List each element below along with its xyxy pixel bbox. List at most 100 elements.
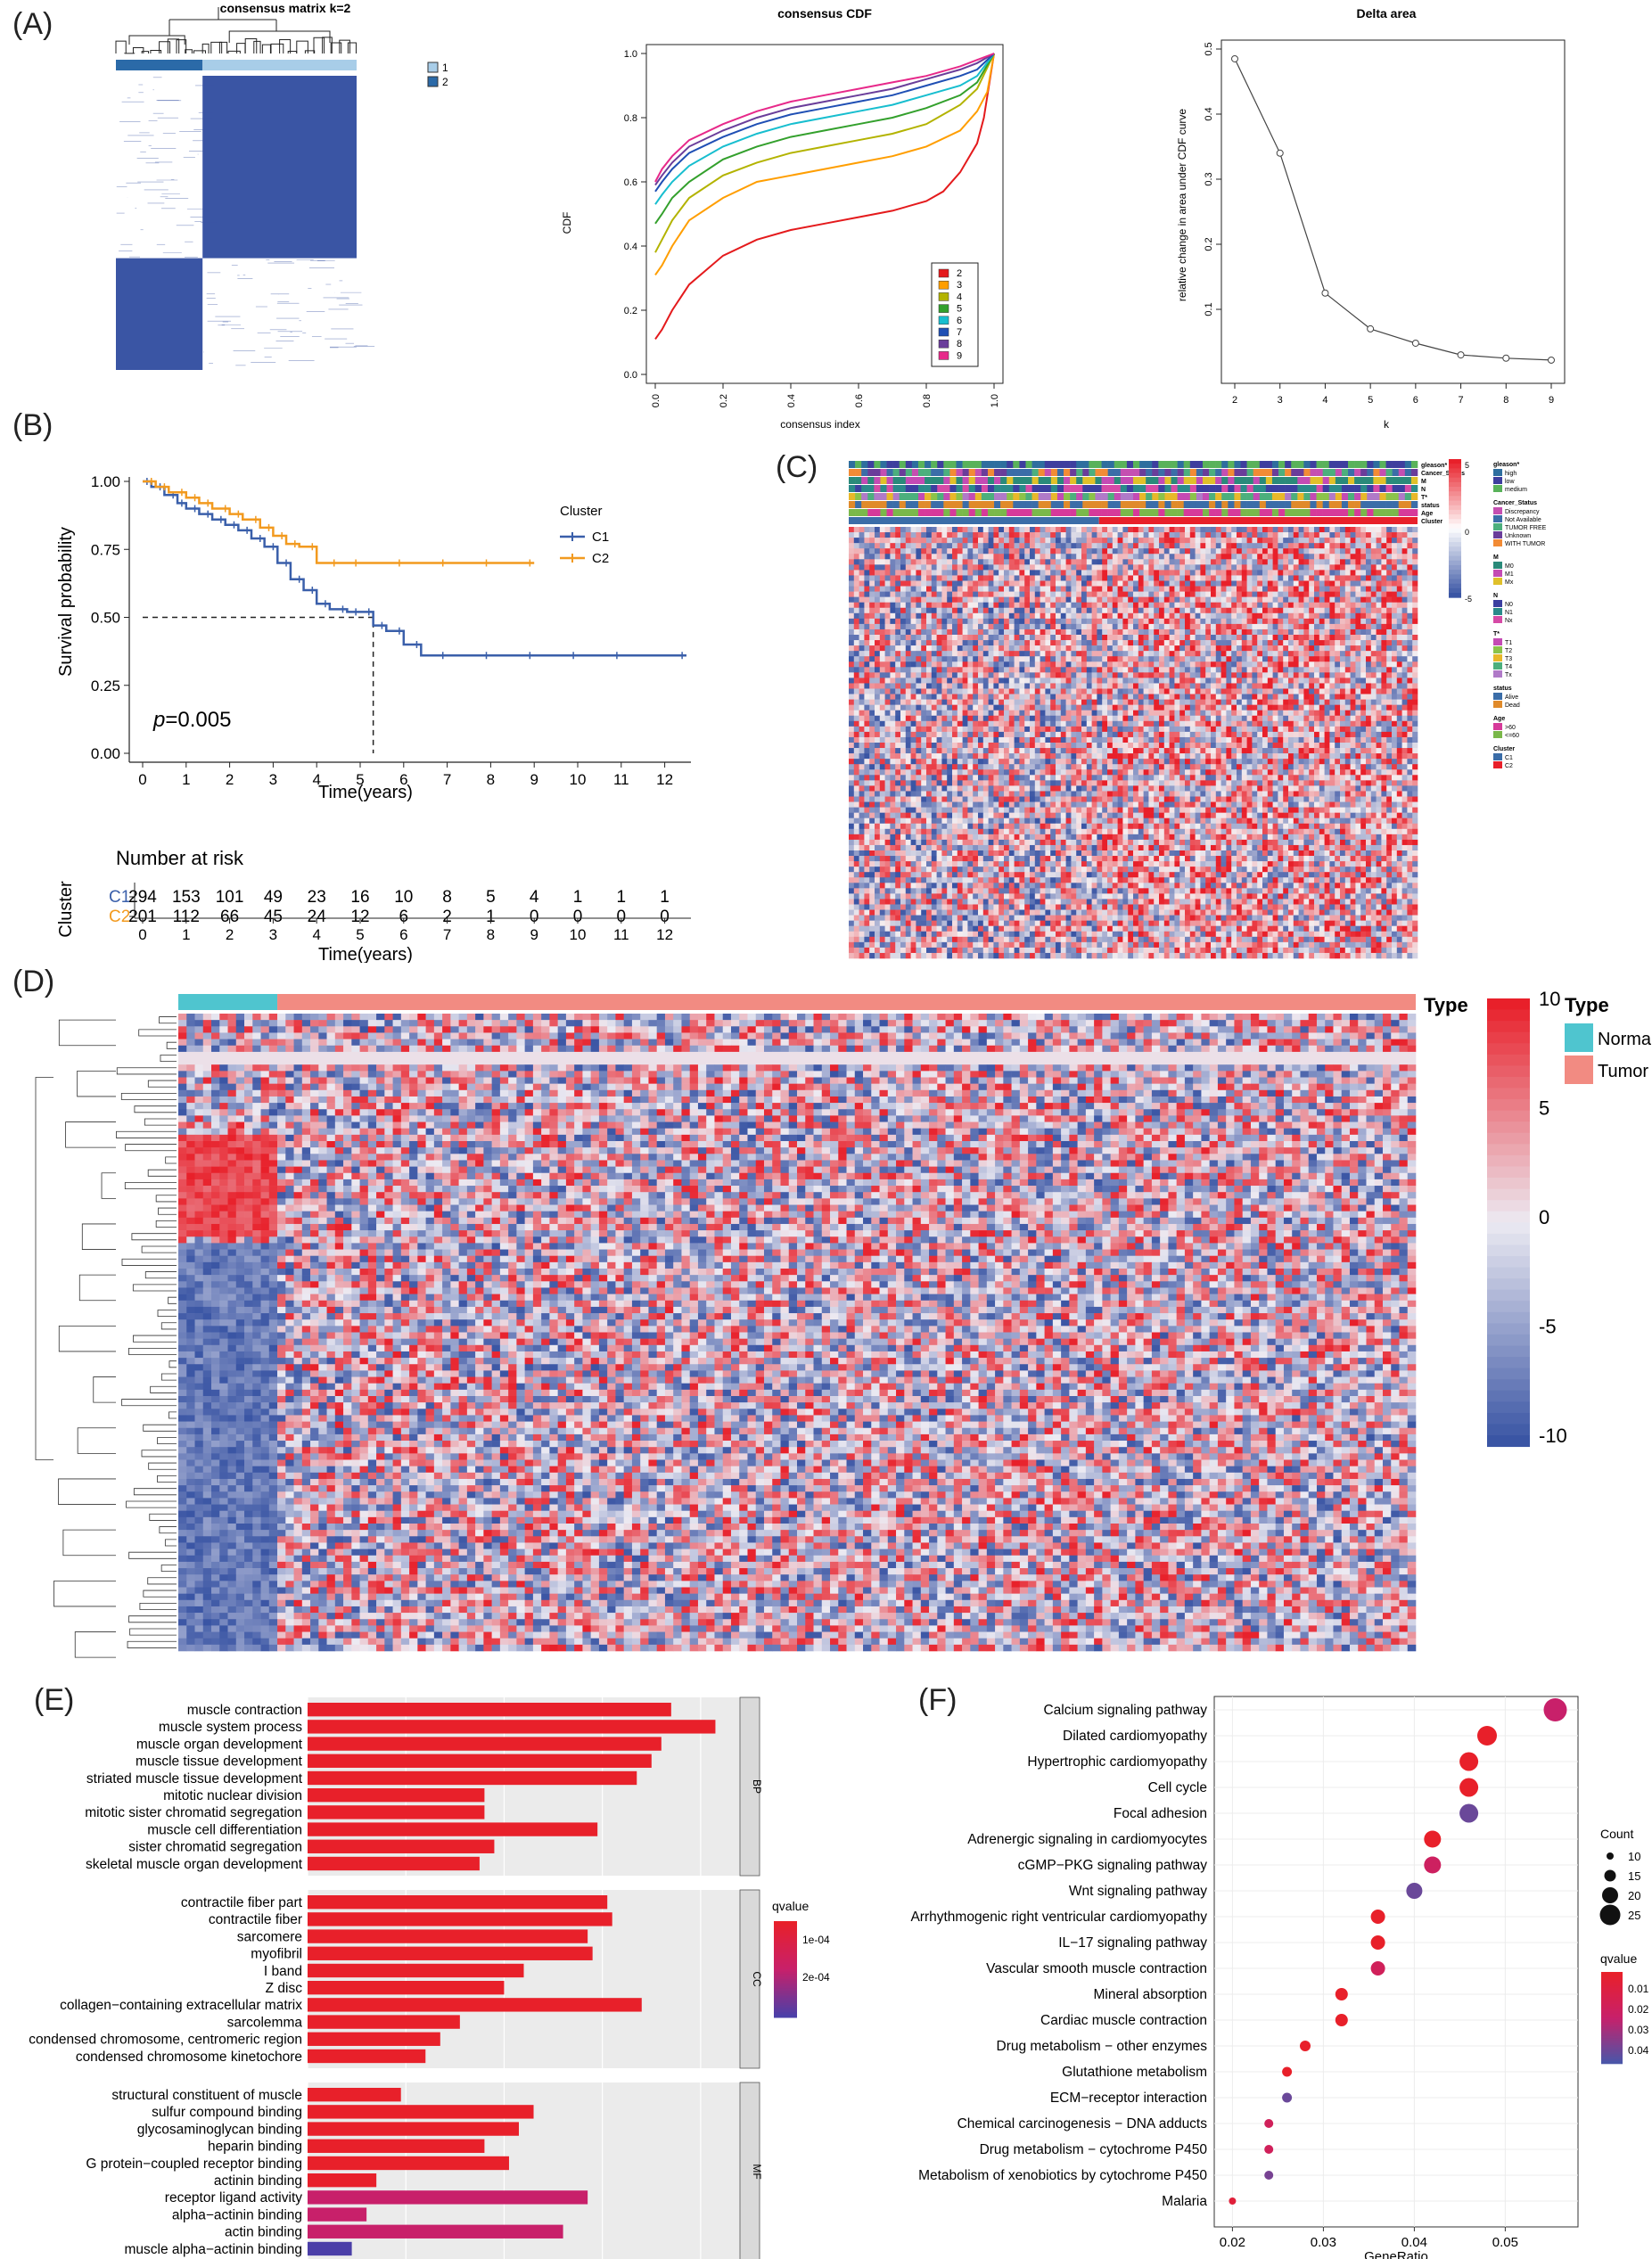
heatmap-cell [895,527,901,533]
heatmap-cell [1360,548,1367,554]
matrix-block-1 [202,76,357,259]
annotation-cell [1316,509,1323,516]
heatmap-cell [1366,538,1372,544]
heatmap-cell [900,591,907,597]
heatmap-cell [905,715,911,722]
heatmap-cell [967,564,974,571]
heatmap-cell [869,661,875,668]
annotation-cell [1158,501,1165,508]
annotation-cell [1164,501,1171,508]
heatmap-cell [1412,570,1418,576]
heatmap-cell [1014,623,1020,630]
annotation-cell [937,509,944,516]
heatmap-cell [849,661,855,668]
annotation-cell [1354,461,1361,468]
heatmap-cell [1211,699,1217,705]
heatmap-cell [1298,532,1304,538]
heatmap-cell [936,656,942,662]
heatmap-cell [999,656,1005,662]
heatmap-cell [957,612,963,620]
km-censor-mark [330,559,338,567]
annotation-cell [1164,509,1171,516]
heatmap-cell [1034,678,1040,684]
heatmap-cell [1045,612,1051,620]
heatmap-cell [1030,548,1036,554]
heatmap-cell [1091,694,1097,700]
heatmap-cell [1237,623,1243,630]
heatmap-cell [1272,570,1278,576]
heatmap-cell [1040,548,1046,554]
heatmap-cell [910,543,916,549]
heatmap-cell [1195,575,1201,581]
heatmap-cell [1040,628,1046,636]
heatmap-cell [931,538,937,544]
heatmap-cell [1060,715,1066,722]
heatmap-cell [905,548,911,554]
heatmap-cell [1226,575,1232,581]
heatmap-cell [1117,715,1123,722]
heatmap-cell [1174,699,1180,705]
heatmap-cell [1283,715,1289,722]
heatmap-cell [957,661,963,668]
heatmap-cell [1226,602,1232,609]
heatmap-cell [859,623,865,630]
heatmap-cell [884,699,891,705]
annotation-cell [968,485,976,492]
heatmap-cell [1045,559,1051,565]
heatmap-cell [1396,548,1402,554]
heatmap-cell [962,688,968,694]
heatmap-cell [1195,559,1201,565]
heatmap-cell [1309,672,1315,678]
heatmap-cell [1226,580,1232,587]
heatmap-cell [1252,635,1258,641]
annotation-cell [1126,493,1134,500]
heatmap-cell [993,607,999,614]
heatmap-cell [1231,640,1237,646]
heatmap-cell [1034,661,1040,668]
heatmap-cell [1179,715,1186,722]
heatmap-cell [982,564,989,571]
heatmap-cell [967,543,974,549]
heatmap-cell [1376,543,1382,549]
heatmap-cell [1257,683,1263,689]
heatmap-cell [1340,672,1346,678]
heatmap-cell [1159,715,1165,722]
heatmap-cell [947,635,953,641]
heatmap-cell [1045,635,1051,641]
heatmap-cell [1267,564,1273,571]
heatmap-cell [1231,527,1237,533]
heatmap-cell [941,661,948,668]
heatmap-cell [926,678,933,684]
heatmap-cell [1128,715,1134,722]
heatmap-cell [1309,678,1315,684]
heatmap-cell [864,543,870,549]
heatmap-cell [1086,635,1092,641]
heatmap-cell [1221,538,1227,544]
heatmap-cell [973,661,979,668]
risk-xtick-label: 0 [138,926,146,943]
heatmap-cell [1065,672,1072,678]
heatmap-cell [1298,538,1304,544]
heatmap-cell [1241,575,1247,581]
heatmap-cell [962,661,968,668]
heatmap-cell [1034,694,1040,700]
heatmap-cell [1128,527,1134,533]
heatmap-cell [1396,591,1402,597]
heatmap-cell [1314,694,1320,700]
heatmap-cell [1174,570,1180,576]
heatmap-cell [1366,694,1372,700]
heatmap-cell [988,715,994,722]
heatmap-cell [1169,699,1175,705]
heatmap-cell [869,678,875,684]
heatmap-cell [1076,548,1082,554]
heatmap-cell [1381,554,1387,560]
heatmap-cell [895,543,901,549]
heatmap-cell [864,591,870,597]
heatmap-cell [1231,635,1237,641]
heatmap-cell [1169,527,1175,533]
heatmap-cell [1024,538,1031,544]
heatmap-cell [1226,699,1232,705]
heatmap-cell [957,532,963,538]
heatmap-cell [1205,575,1212,581]
heatmap-cell [1091,688,1097,694]
